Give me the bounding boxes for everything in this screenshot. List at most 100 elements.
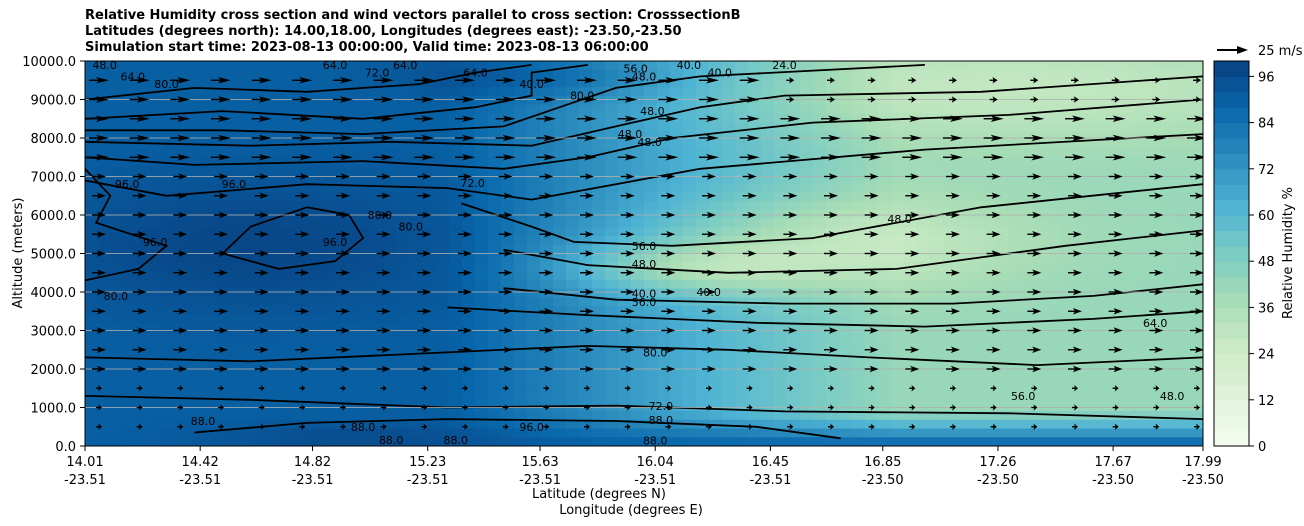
rh-cell: [475, 271, 489, 281]
rh-cell: [1021, 131, 1035, 141]
rh-cell: [644, 332, 658, 342]
rh-cell: [761, 297, 775, 307]
rh-cell: [1073, 78, 1087, 88]
rh-cell: [267, 201, 281, 211]
rh-cell: [1177, 341, 1191, 351]
rh-cell: [124, 69, 138, 80]
rh-cell: [423, 157, 437, 167]
rh-cell: [592, 411, 606, 421]
rh-cell: [995, 218, 1009, 228]
rh-cell: [527, 244, 541, 255]
rh-cell: [488, 113, 502, 123]
rh-cell: [449, 288, 463, 298]
rh-cell: [423, 78, 437, 88]
rh-cell: [1138, 358, 1152, 368]
rh-cell: [1190, 139, 1203, 150]
rh-cell: [943, 393, 957, 403]
rh-cell: [852, 411, 866, 421]
wind-vector: [869, 192, 879, 199]
wind-vector: [910, 327, 920, 334]
rh-cell: [722, 148, 736, 158]
rh-cell: [826, 297, 840, 307]
wind-vector: [178, 211, 188, 219]
rh-cell: [878, 279, 892, 290]
wind-vector: [869, 346, 879, 353]
rh-cell: [774, 411, 788, 421]
rh-cell: [1099, 69, 1113, 80]
rh-cell: [527, 201, 541, 211]
rh-cell: [930, 61, 944, 71]
rh-cell: [1164, 166, 1178, 176]
rh-cell: [553, 148, 567, 158]
rh-cell: [683, 384, 697, 395]
wind-vector: [666, 269, 676, 276]
rh-cell: [189, 96, 203, 106]
rh-cell: [878, 419, 892, 430]
rh-cell: [397, 402, 411, 412]
rh-cell: [319, 314, 333, 325]
rh-cell: [111, 218, 125, 228]
wind-vector: [259, 250, 269, 257]
rh-cell: [995, 332, 1009, 342]
colorbar-segment: [1214, 230, 1249, 247]
rh-cell: [553, 306, 567, 316]
rh-cell: [371, 367, 385, 377]
rh-cell: [683, 367, 697, 377]
rh-cell: [735, 314, 749, 325]
wind-vector: [462, 346, 472, 353]
rh-cell: [423, 288, 437, 298]
rh-cell: [228, 341, 242, 351]
rh-cell: [124, 157, 138, 167]
rh-cell: [1164, 244, 1178, 255]
rh-cell: [566, 209, 580, 220]
rh-cell: [800, 131, 814, 141]
rh-cell: [1086, 367, 1100, 377]
rh-cell: [358, 96, 372, 106]
rh-cell: [85, 323, 99, 333]
rh-cell: [397, 218, 411, 228]
rh-cell: [1112, 69, 1126, 80]
rh-cell: [566, 419, 580, 430]
rh-cell: [111, 428, 125, 438]
rh-cell: [111, 437, 125, 446]
rh-cell: [982, 411, 996, 421]
rh-cell: [358, 271, 372, 281]
rh-cell: [631, 201, 645, 211]
rh-cell: [280, 393, 294, 403]
rh-cell: [982, 244, 996, 255]
rh-cell: [1138, 428, 1152, 438]
rh-cell: [1177, 244, 1191, 255]
rh-cell: [163, 78, 177, 88]
rh-cell: [865, 148, 879, 158]
wind-vector: [1153, 154, 1167, 161]
rh-cell: [696, 69, 710, 80]
rh-cell: [540, 148, 554, 158]
rh-cell: [670, 367, 684, 377]
rh-cell: [618, 332, 632, 342]
wind-vector: [830, 423, 834, 430]
rh-cell: [696, 341, 710, 351]
wind-vector: [381, 327, 391, 334]
rh-cell: [618, 279, 632, 290]
rh-cell: [98, 174, 112, 185]
rh-cell: [657, 384, 671, 395]
rh-cell: [371, 411, 385, 421]
rh-cell: [670, 253, 684, 263]
rh-cell: [228, 411, 242, 421]
rh-cell: [189, 174, 203, 185]
rh-cell: [176, 183, 190, 193]
rh-cell: [1151, 341, 1165, 351]
wind-vector: [1194, 231, 1203, 238]
rh-cell: [254, 419, 268, 430]
rh-cell: [878, 367, 892, 377]
wind-vector: [137, 346, 147, 353]
rh-cell: [787, 402, 801, 412]
rh-cell: [150, 209, 164, 220]
rh-cell: [774, 227, 788, 237]
rh-cell: [696, 122, 710, 132]
rh-cell: [826, 183, 840, 193]
rh-cell: [436, 122, 450, 132]
rh-cell: [137, 166, 151, 176]
rh-cell: [1138, 367, 1152, 377]
